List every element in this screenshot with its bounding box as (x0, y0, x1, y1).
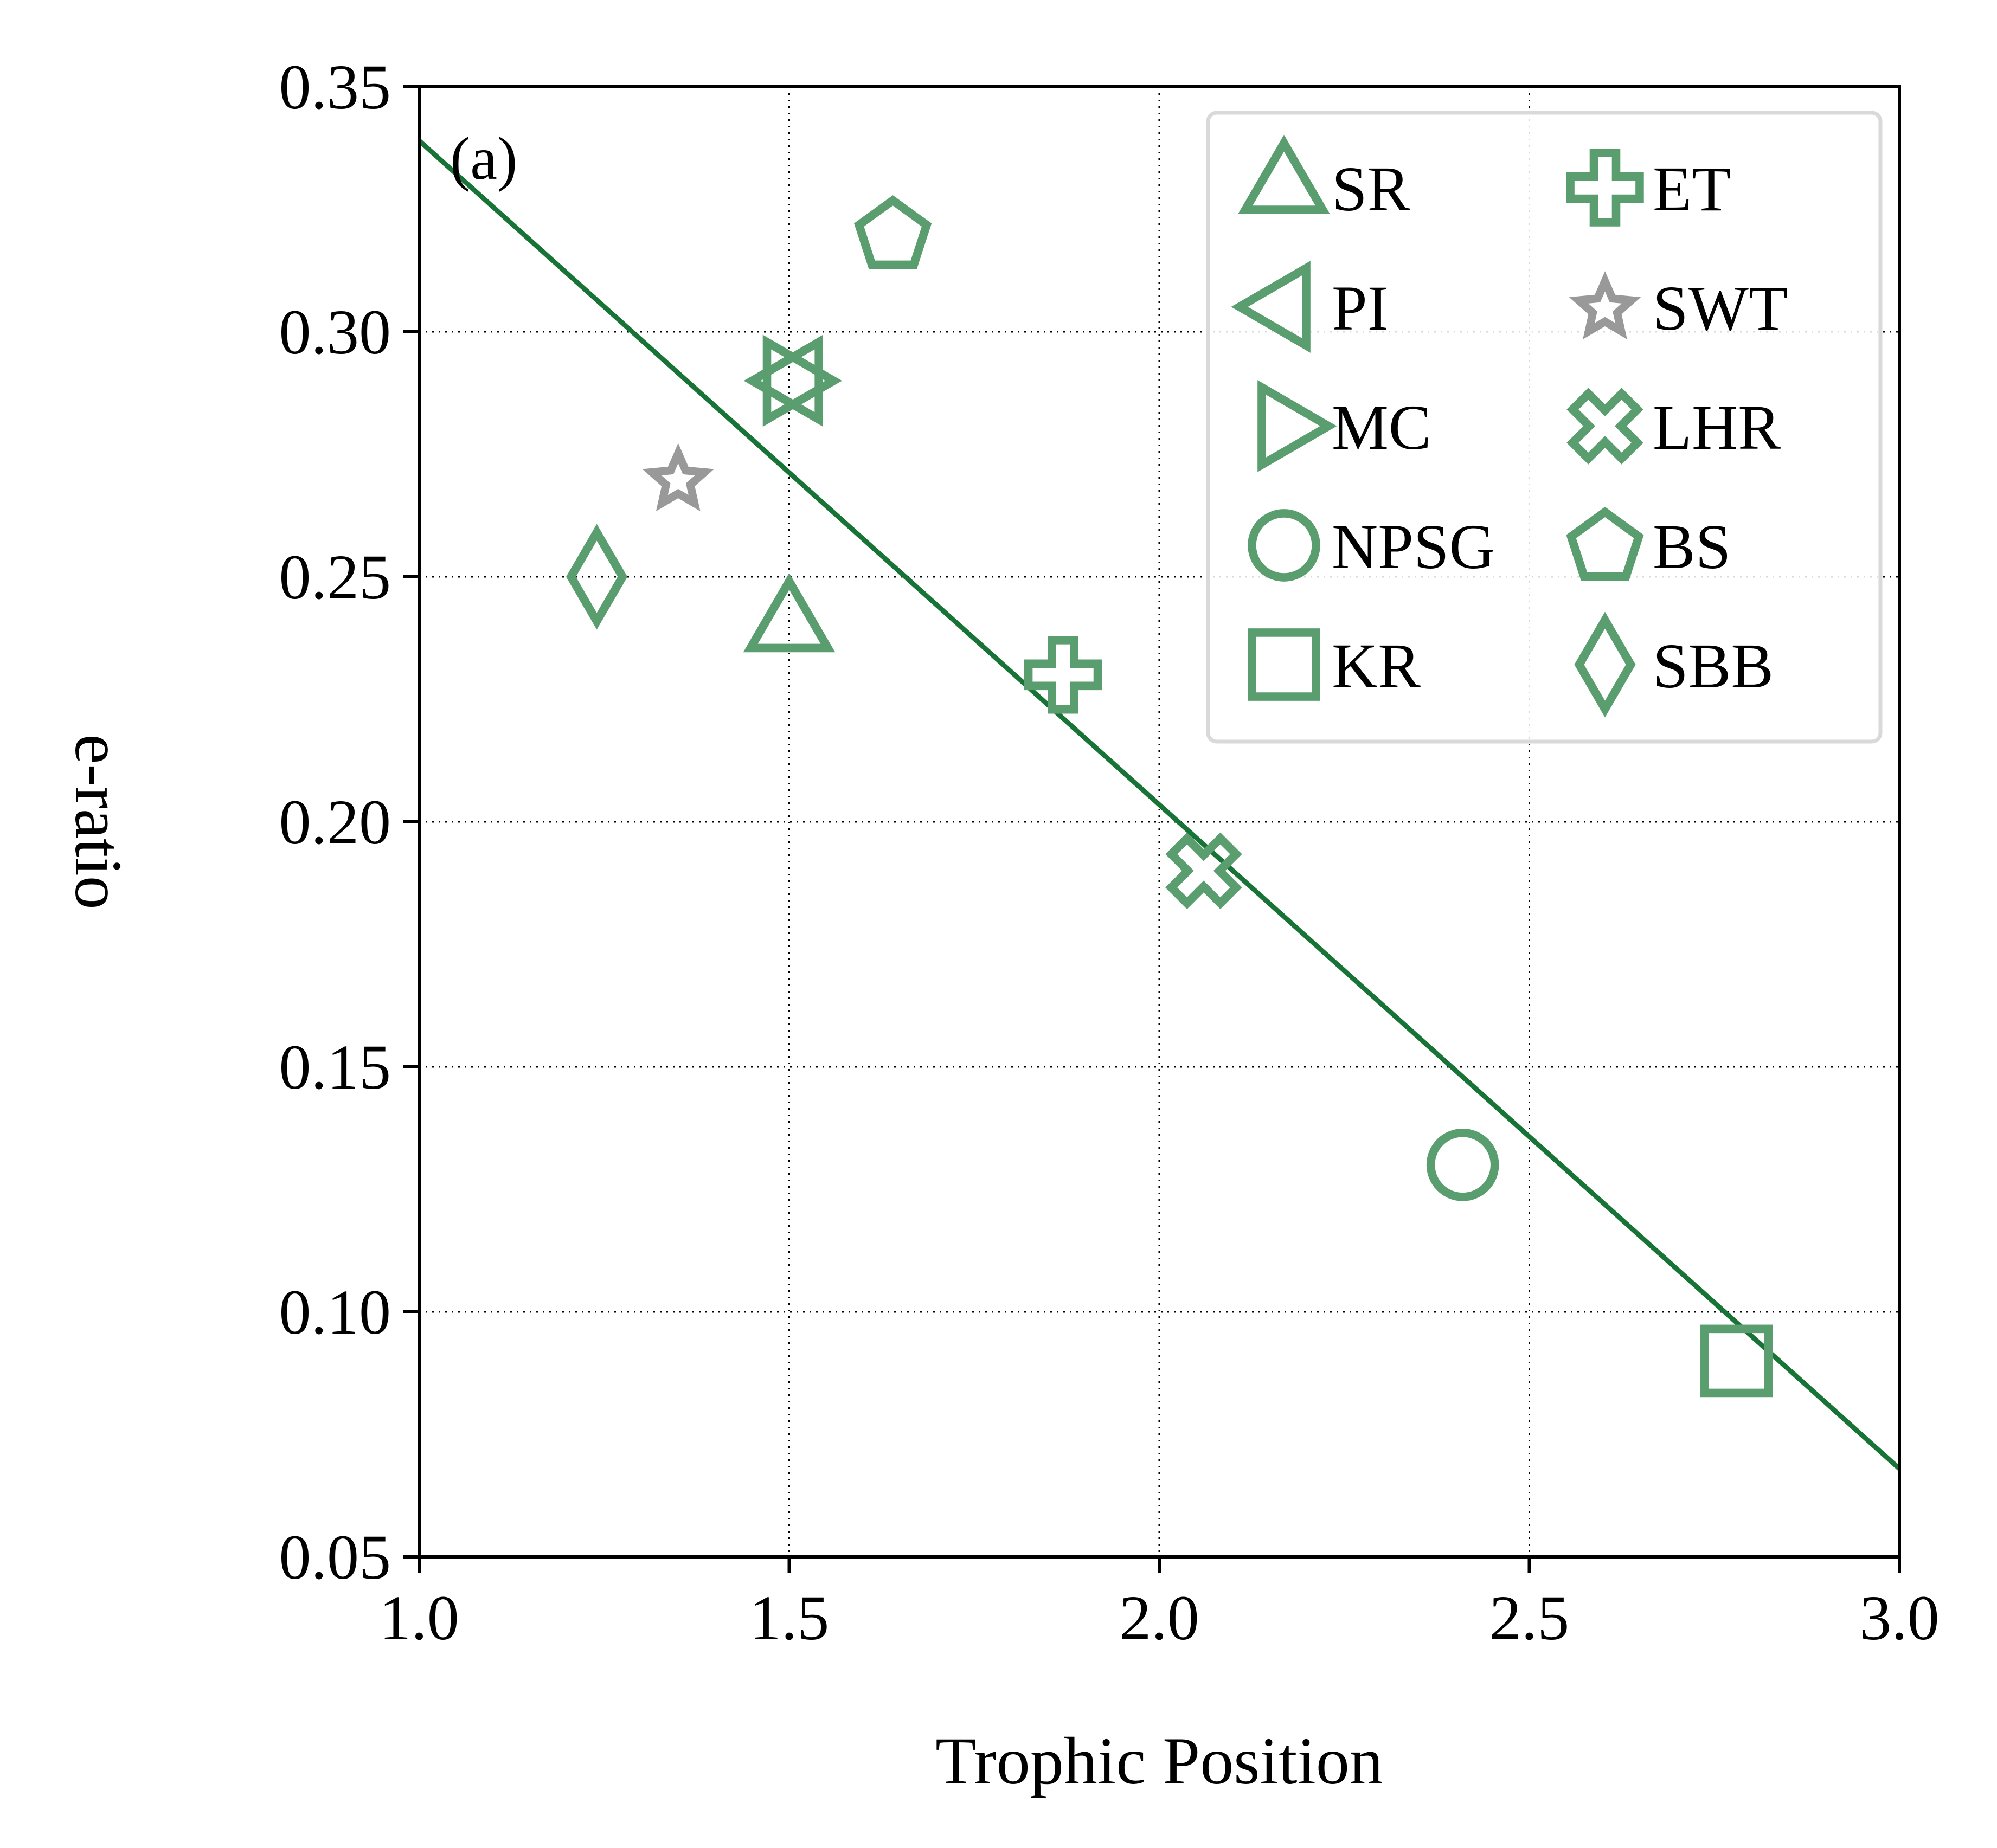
legend-marker-kr (1248, 628, 1320, 701)
legend-marker-pi (1231, 261, 1311, 353)
legend-label-bs: BS (1653, 511, 1731, 582)
legend-label-npsg: NPSG (1332, 511, 1495, 582)
marker-bs (854, 195, 932, 269)
x-tick-label: 2.0 (1119, 1582, 1199, 1653)
y-tick-label: 0.30 (279, 297, 391, 368)
x-tick-label: 1.0 (379, 1582, 459, 1653)
legend-label-sbb: SBB (1653, 630, 1774, 701)
axis-ticks: 1.0 1.5 2.0 2.5 3.0 0.05 0.10 0.15 0.20 0.25 0.30 0… (279, 51, 1940, 1653)
marker-sbb (566, 524, 628, 630)
legend-marker-bs (1566, 506, 1644, 581)
legend-marker-mc (1257, 380, 1337, 472)
x-tick-label: 3.0 (1859, 1582, 1940, 1653)
legend-label-pi: PI (1332, 273, 1389, 344)
panel-label: (a) (450, 125, 517, 192)
y-tick-label: 0.05 (279, 1522, 391, 1593)
legend-label-et: ET (1653, 153, 1731, 224)
legend-marker-npsg (1248, 509, 1320, 582)
y-tick-label: 0.25 (279, 542, 391, 613)
legend-label-kr: KR (1332, 630, 1421, 701)
legend-label-sr: SR (1332, 153, 1410, 224)
data-markers (566, 195, 1773, 1398)
legend-label-mc: MC (1332, 392, 1431, 463)
regression-line (417, 139, 1902, 1471)
fit-line (417, 139, 1902, 1471)
y-tick-label: 0.15 (279, 1032, 391, 1103)
marker-sr (743, 572, 836, 653)
x-axis-title: Trophic Position (935, 1724, 1383, 1798)
marker-pi (743, 334, 823, 427)
legend-marker-et (1566, 149, 1644, 227)
y-axis-title: e-ratio (61, 734, 136, 910)
grid-lines (419, 87, 1899, 1557)
legend-label-lhr: LHR (1653, 392, 1781, 463)
marker-swt (642, 443, 714, 512)
x-tick-label: 1.5 (749, 1582, 830, 1653)
legend-marker-sbb (1574, 611, 1636, 718)
legend-label-swt: SWT (1653, 273, 1788, 344)
marker-npsg (1426, 1128, 1499, 1201)
marker-kr (1700, 1324, 1773, 1398)
y-tick-label: 0.20 (279, 787, 391, 858)
legend-marker-swt (1569, 271, 1641, 339)
legend: SR PI MC NPSG KR ET SWT LHR BS SBB (1206, 111, 1883, 744)
legend-frame (1206, 111, 1883, 744)
marker-mc (762, 334, 843, 427)
x-tick-label: 2.5 (1489, 1582, 1570, 1653)
legend-marker-lhr (1566, 388, 1643, 465)
y-tick-label: 0.35 (279, 51, 391, 123)
legend-marker-sr (1238, 134, 1330, 214)
marker-lhr (1165, 832, 1242, 910)
y-tick-label: 0.10 (279, 1277, 391, 1348)
marker-et (1024, 636, 1102, 714)
